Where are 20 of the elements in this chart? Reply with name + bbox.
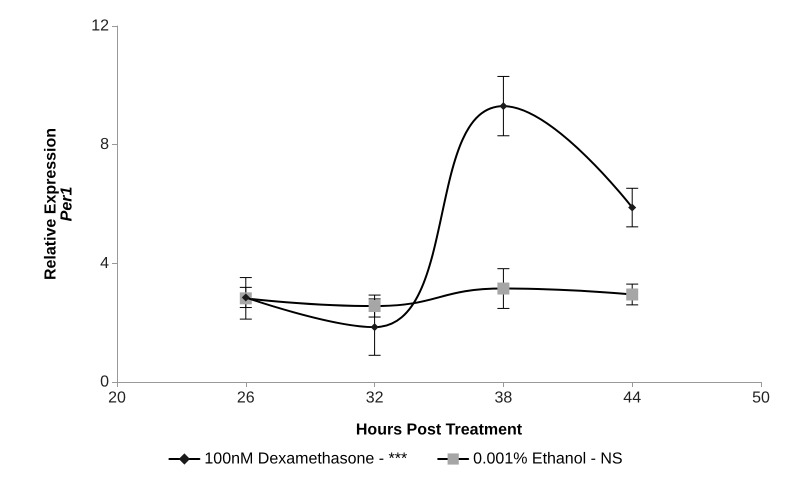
y-axis-title: Relative Expression Per1 [42, 128, 76, 280]
x-tick-label: 26 [236, 390, 255, 406]
x-tick-label: 38 [494, 390, 512, 406]
x-tick-label: 32 [366, 390, 384, 406]
x-tick-label: 20 [108, 390, 126, 406]
point [628, 204, 636, 212]
y-tick-label: 0 [100, 374, 110, 390]
x-tick-label: 50 [752, 390, 770, 406]
legend-label: 0.001% Ethanol - NS [473, 450, 623, 468]
legend-label: 100nM Dexamethasone - *** [204, 450, 408, 468]
point [370, 323, 379, 332]
point [499, 102, 508, 110]
y-tick-label: 12 [91, 18, 110, 34]
point [368, 300, 381, 312]
x-tick-label: 44 [623, 390, 642, 406]
y-tick-label: 8 [100, 136, 110, 154]
y-tick-label: 4 [100, 254, 110, 272]
point [626, 288, 638, 300]
x-axis-title: Hours Post Treatment [356, 422, 523, 438]
point [497, 282, 510, 295]
